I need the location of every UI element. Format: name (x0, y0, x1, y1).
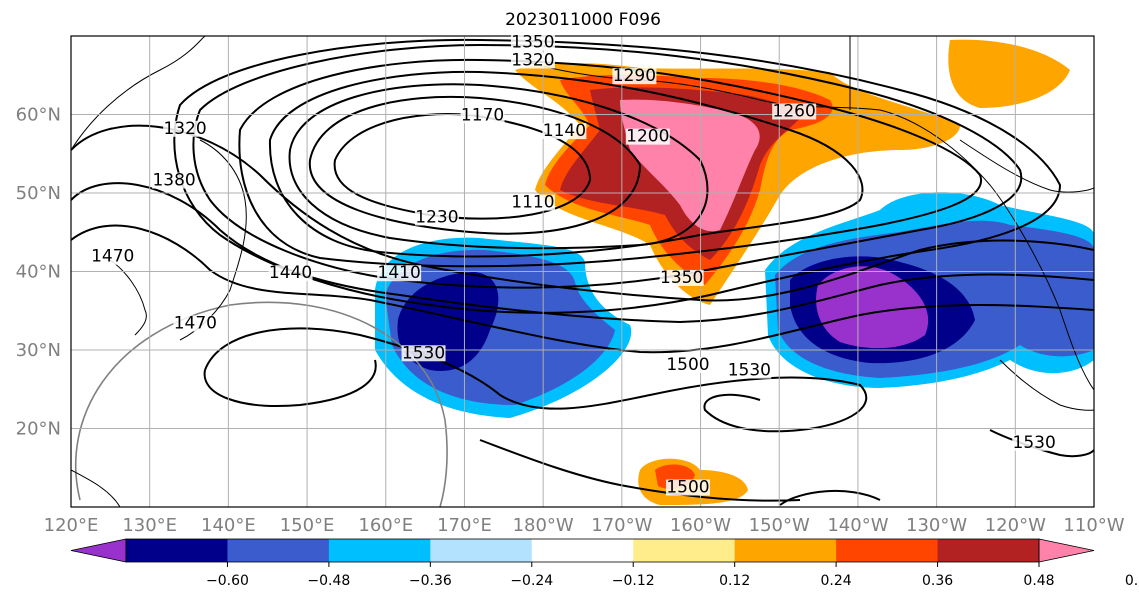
x-tick-label: 160°E (358, 515, 413, 536)
y-tick-label: 20°N (16, 419, 61, 440)
x-tick-label: 160°W (670, 515, 731, 536)
x-tick-label: 130°W (906, 515, 967, 536)
contour-label: 1410 (378, 263, 421, 283)
contour-label-bg (414, 209, 459, 226)
contour-label: 1110 (511, 193, 554, 213)
colorbar-segment (126, 539, 228, 562)
contour-label-bg (510, 52, 555, 69)
colorbar-label: 0.60 (1125, 573, 1139, 589)
contour-label-bg (510, 34, 555, 51)
contour-label-bg (460, 107, 505, 124)
contour-label: 1170 (461, 105, 504, 125)
contour-label-bg (665, 357, 710, 374)
contour-label-bg (510, 194, 555, 211)
colorbar-label: 0.48 (1023, 573, 1054, 589)
contour-label-bg (665, 479, 710, 496)
colorbar-segment (937, 539, 1040, 562)
contour-label: 1500 (666, 478, 709, 498)
x-tick-label: 110°W (1063, 515, 1124, 536)
x-tick-label: 170°W (591, 515, 652, 536)
contour-label: 1440 (269, 263, 312, 283)
y-tick-label: 60°N (16, 105, 61, 126)
contour-label: 1470 (91, 247, 134, 267)
contour-label-bg (542, 123, 587, 140)
contour-label-bg (401, 345, 446, 362)
contour-label-bg (268, 265, 313, 282)
colorbar-extend-low (70, 538, 127, 563)
y-tick-label: 40°N (16, 262, 61, 283)
contour-label: 1530 (728, 361, 771, 381)
contour-label: 1350 (511, 32, 554, 52)
map-frame (70, 35, 1095, 508)
y-tick-label: 50°N (16, 183, 61, 204)
contour-label-bg (163, 120, 208, 137)
height-contours (71, 38, 1094, 507)
contour-label-bg (612, 68, 657, 85)
anomaly-fill-positive (515, 39, 1070, 505)
contour-label-bg (772, 103, 817, 120)
contour-label-bg (173, 315, 218, 332)
colorbar-segment (328, 539, 431, 562)
x-tick-label: 150°E (280, 515, 335, 536)
map-area (71, 36, 1094, 507)
colorbar-segment (430, 539, 533, 562)
contour-label: 1140 (543, 121, 586, 141)
x-tick-label: 150°W (749, 515, 810, 536)
x-tick-label: 120°E (44, 515, 99, 536)
x-tick-label: 170°E (437, 515, 492, 536)
x-tick-label: 140°W (827, 515, 888, 536)
contour-label: 1350 (660, 268, 703, 288)
colorbar-extend-high (1038, 538, 1095, 563)
x-tick-label: 180°W (513, 515, 574, 536)
colorbar-label: 0.36 (922, 573, 953, 589)
contour-label: 1380 (152, 171, 195, 191)
contour-label-bg (659, 269, 704, 286)
colorbar-label: −0.24 (510, 573, 553, 589)
contour-label: 1290 (613, 66, 656, 86)
contour-label: 1470 (174, 313, 217, 333)
colorbar-segment (531, 539, 634, 562)
colorbar-label: 0.12 (719, 573, 750, 589)
y-tick-label: 30°N (16, 340, 61, 361)
colorbar-segment (227, 539, 330, 562)
colorbar-label: −0.60 (206, 573, 249, 589)
contour-label: 1320 (163, 119, 206, 139)
colorbar-label: 0.24 (821, 573, 852, 589)
x-tick-label: 120°W (985, 515, 1046, 536)
x-tick-label: 130°E (122, 515, 177, 536)
colorbar-segment (633, 539, 736, 562)
contour-label: 1500 (666, 355, 709, 375)
colorbar-label: −0.12 (612, 573, 655, 589)
contour-label: 1530 (402, 343, 445, 363)
x-axis-ticks: 120°E 130°E 140°E 150°E 160°E 170°E 180°W 170°W… (44, 515, 1125, 536)
y-axis-ticks: 20°N 30°N 40°N 50°N 60°N (16, 105, 61, 440)
contour-label: 1200 (626, 127, 669, 147)
colorbar-segment (836, 539, 939, 562)
colorbar-frame (125, 538, 1040, 563)
colorbar-label: −0.36 (409, 573, 452, 589)
chart-title: 2023011000 F096 (505, 10, 661, 30)
contour-label: 1530 (1013, 433, 1056, 453)
contour-label-bg (625, 128, 670, 145)
contour-label-bg (1012, 434, 1057, 451)
colorbar-segment (734, 539, 837, 562)
contour-label-bg (377, 265, 422, 282)
x-tick-label: 140°E (201, 515, 256, 536)
contour-label-bg (152, 172, 197, 189)
colorbar-label: −0.48 (307, 573, 350, 589)
contour-label: 1320 (511, 50, 554, 70)
contour-label-bg (727, 362, 772, 379)
colorbar: −0.60 −0.48 −0.36 −0.24 −0.12 0.12 0.24 0.36 0.4… (70, 538, 1139, 589)
contour-label-bg (90, 248, 135, 265)
contour-label: 1260 (773, 102, 816, 122)
anomaly-fill-negative-east (765, 192, 1094, 388)
contour-label: 1230 (415, 207, 458, 227)
